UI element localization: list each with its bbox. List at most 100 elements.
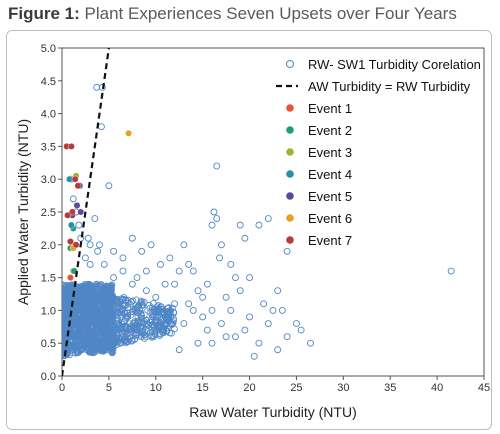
scatter-point (189, 306, 197, 314)
scatter-point (114, 300, 122, 308)
scatter-point (75, 221, 83, 229)
figure-title: Figure 1: Plant Experiences Seven Upsets… (8, 4, 457, 24)
scatter-point (199, 313, 207, 321)
scatter-point (150, 332, 158, 340)
scatter-point (194, 287, 202, 295)
scatter-point (171, 280, 178, 288)
legend-marker (286, 192, 294, 200)
scatter-point (447, 267, 455, 275)
scatter-point (96, 241, 103, 249)
scatter-point (141, 318, 148, 326)
scatter-point (157, 303, 165, 310)
scatter-point (292, 320, 300, 327)
scatter-point (123, 338, 130, 345)
x-tick-label: 15 (197, 382, 209, 394)
scatter-point (106, 325, 113, 332)
y-axis-label: Applied Water Turbidity (NTU) (15, 119, 31, 305)
scatter-point (246, 274, 254, 282)
x-tick-label: 10 (150, 382, 162, 394)
scatter-point (274, 346, 282, 354)
event-point (67, 238, 74, 245)
scatter-point (133, 306, 141, 314)
scatter-point (163, 328, 171, 335)
scatter-point (142, 333, 150, 341)
scatter-point (246, 313, 254, 321)
scatter-point (161, 280, 169, 288)
scatter-point (85, 332, 93, 340)
scatter-point (166, 309, 174, 317)
scatter-point (210, 208, 218, 216)
scatter-point (137, 297, 145, 305)
legend-label: Event 7 (308, 233, 352, 248)
scatter-point (189, 267, 197, 275)
legend-marker (286, 60, 294, 68)
scatter-point (69, 195, 77, 203)
scatter-point (137, 331, 145, 339)
x-tick-label: 40 (431, 382, 443, 394)
figure-label: Figure 1: (8, 4, 80, 23)
scatter-point (124, 313, 132, 321)
scatter-point (81, 254, 89, 262)
scatter-point (142, 287, 150, 295)
legend-label: Event 2 (308, 123, 352, 138)
scatter-point (92, 324, 100, 332)
event-point (64, 211, 72, 219)
scatter-point (236, 287, 244, 295)
scatter-point (117, 309, 125, 316)
scatter-point (129, 297, 137, 305)
scatter-point (91, 215, 99, 223)
scatter-point (108, 312, 116, 320)
scatter-point (155, 322, 163, 330)
scatter-point (208, 306, 216, 314)
scatter-point (94, 247, 102, 255)
y-tick-label: 0.5 (41, 338, 56, 350)
scatter-point (62, 306, 67, 314)
scatter-point (241, 234, 249, 242)
scatter-point (110, 247, 118, 255)
scatter-point (93, 313, 101, 321)
scatter-point (278, 306, 286, 314)
scatter-point (147, 241, 155, 249)
scatter-point (208, 339, 216, 347)
event-point (68, 208, 76, 216)
scatter-point (107, 284, 115, 292)
scatter-point (108, 348, 116, 356)
scatter-point (118, 327, 126, 334)
scatter-point (168, 329, 175, 337)
scatter-point (117, 306, 125, 314)
x-tick-label: 0 (59, 382, 65, 394)
scatter-point (194, 339, 202, 347)
legend-label: Event 5 (308, 189, 352, 204)
event-point (77, 208, 85, 216)
scatter-point (79, 308, 87, 316)
reference-line (62, 48, 110, 376)
legend-label: Event 1 (308, 101, 352, 116)
scatter-point (152, 293, 160, 301)
scatter-point (227, 261, 235, 268)
scatter-point (213, 162, 221, 170)
scatter-point (83, 316, 91, 324)
scatter-point (110, 339, 117, 347)
scatter-point (232, 333, 239, 341)
y-tick-label: 4.5 (41, 76, 56, 88)
scatter-point (199, 293, 207, 301)
event-point (74, 182, 82, 190)
figure-title-text: Plant Experiences Seven Upsets over Four… (84, 4, 457, 23)
y-tick-label: 5.0 (41, 43, 56, 55)
scatter-point (175, 267, 183, 275)
scatter-point (102, 305, 110, 313)
scatter-point (133, 274, 141, 282)
scatter-point (152, 318, 159, 325)
scatter-point (62, 318, 70, 326)
legend-marker (286, 104, 294, 112)
scatter-point (128, 280, 136, 288)
scatter-point (110, 274, 118, 282)
scatter-point (216, 254, 223, 262)
scatter-point (72, 342, 80, 350)
scatter-point (121, 318, 128, 326)
legend-marker (286, 236, 294, 244)
scatter-point (145, 321, 152, 329)
scatter-point (128, 234, 136, 242)
scatter-point (121, 296, 129, 304)
